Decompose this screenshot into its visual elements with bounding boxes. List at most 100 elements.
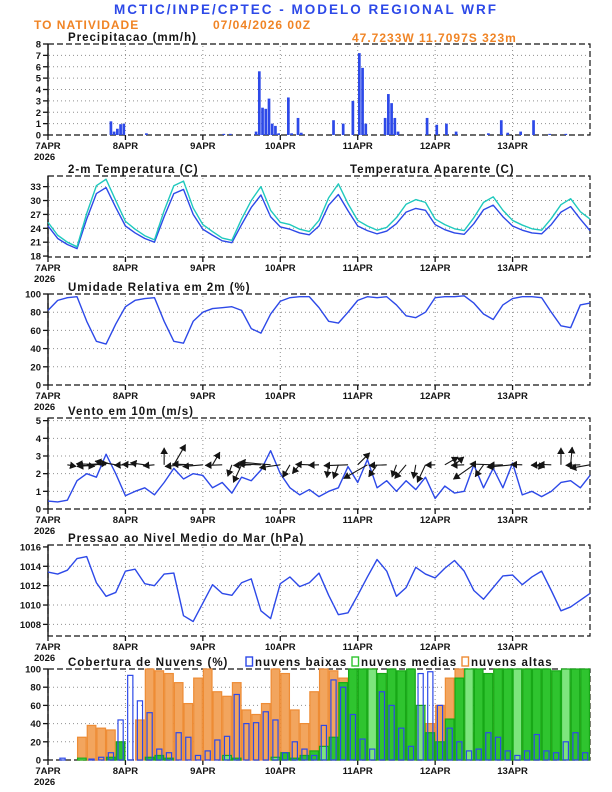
cloud-bar-altas (86, 724, 97, 761)
cloud-bar-baixas (543, 750, 550, 761)
x-tick-label: 7APR (35, 515, 60, 526)
wind-arrow (394, 464, 407, 479)
station-name: TO NATIVIDADE (34, 18, 140, 32)
x-tick-label: 7APR (35, 263, 60, 274)
x-tick-label: 12APR (420, 391, 451, 402)
cloud-bar-baixas (552, 752, 560, 761)
y-tick-label: 1016 (20, 542, 41, 553)
y-tick-label: 30 (30, 196, 41, 207)
y-tick-label: 20 (30, 362, 41, 373)
cloud-bar-baixas (156, 748, 163, 761)
y-tick-label: 3 (36, 96, 41, 107)
cloud-bar-baixas (301, 748, 308, 761)
cloud-bar-baixas (320, 724, 328, 761)
cloud-bar-baixas (223, 735, 231, 761)
x-tick-label: 7APR (35, 766, 60, 777)
precip-bar (357, 53, 361, 135)
y-tick-label: 2 (36, 108, 41, 119)
y-tick-label: 5 (36, 74, 42, 85)
y-tick-label: 60 (30, 701, 41, 712)
wind-arrow (291, 464, 301, 474)
precip-bar (261, 107, 264, 135)
y-tick-label: 27 (30, 210, 41, 221)
x-tick-label: 9APR (190, 766, 215, 777)
precip-bar (548, 133, 552, 135)
cloud-bar-medias (76, 757, 87, 761)
precip-bar (387, 94, 390, 135)
precip-bar (287, 97, 290, 135)
y-axis-ticks: 0 20 40 60 80 100 (25, 290, 589, 392)
x-tick-label: 8APR (113, 642, 138, 653)
wind-arrow (323, 461, 349, 470)
wind-arrow (259, 463, 281, 471)
y-tick-label: 2 (36, 469, 41, 480)
cloud-bar-altas (193, 677, 203, 761)
y-tick-label: 1 (36, 487, 42, 498)
cloud-bars-baixas (59, 671, 589, 761)
x-tick-label: 9APR (190, 642, 215, 653)
cloud-bar-baixas (349, 713, 357, 761)
x-tick-label: 11APR (343, 766, 373, 777)
cloud-bar-baixas (136, 700, 144, 761)
precip-bar (506, 132, 510, 135)
legend-swatch (351, 656, 360, 667)
panel-title-right: Temperatura Aparente (C) (350, 164, 515, 176)
wind-arrow (67, 461, 77, 470)
x-tick-label: 9APR (190, 391, 215, 402)
cloud-bar-baixas (562, 741, 570, 761)
cloud-bar-medias (541, 668, 552, 761)
legend-label: nuvens medias (361, 657, 457, 669)
y-tick-label: 33 (30, 182, 41, 193)
y-tick-label: 20 (30, 737, 41, 748)
precip-bar (396, 131, 400, 135)
x-tick-label: 7APR (35, 141, 60, 152)
x-tick-label: 8APR (113, 391, 138, 402)
y-tick-label: 100 (25, 290, 41, 301)
legend-label: nuvens baixas (255, 657, 347, 669)
series-line-umidade (47, 295, 591, 345)
cloud-bar-medias (473, 668, 484, 761)
precip-bar (454, 131, 458, 135)
cloud-bar-medias (464, 668, 474, 761)
cloud-bar-baixas (204, 750, 211, 761)
series-line-2-m (47, 186, 591, 250)
panel-title: Pressao ao Nivel Medio do Mar (hPa) (68, 533, 304, 545)
wind-arrow (164, 462, 184, 470)
x-year-label: 2026 (34, 526, 55, 537)
cloud-bar-baixas (475, 748, 482, 761)
y-tick-label: 1 (36, 119, 42, 130)
cloud-bar-baixas (117, 719, 124, 761)
wind-arrow (129, 459, 145, 468)
y-axis-ticks: 0 20 40 60 80 100 (25, 665, 589, 767)
wind-arrow (486, 462, 513, 471)
x-tick-label: 10APR (265, 141, 296, 152)
series-line-temperatura (47, 178, 591, 248)
wind-arrow (569, 463, 591, 472)
wind-arrow (94, 458, 116, 467)
panel-title: Vento em 10m (m/s) (68, 406, 194, 418)
precip-bar (564, 133, 568, 135)
x-tick-label: 11APR (343, 141, 373, 152)
precip-bar (296, 117, 300, 135)
cloud-bar-baixas (398, 727, 405, 761)
x-year-label: 2026 (34, 152, 55, 163)
precip-bar (270, 123, 274, 135)
x-tick-label: 9APR (190, 141, 215, 152)
cloud-bar-baixas (465, 750, 473, 761)
y-axis-ticks: 1008 1010 1012 1014 1016 (20, 542, 589, 631)
precip-bar (277, 133, 281, 135)
cloud-bar-baixas (388, 704, 395, 761)
precip-bar (264, 108, 268, 135)
cloud-bar-baixas (494, 736, 502, 761)
x-year-label: 2026 (34, 777, 55, 788)
cloud-bar-medias (367, 668, 378, 761)
cloud-bar-baixas (456, 741, 463, 761)
panel-title: Cobertura de Nuvens (%) (68, 657, 228, 669)
cloud-bar-medias (502, 668, 513, 761)
